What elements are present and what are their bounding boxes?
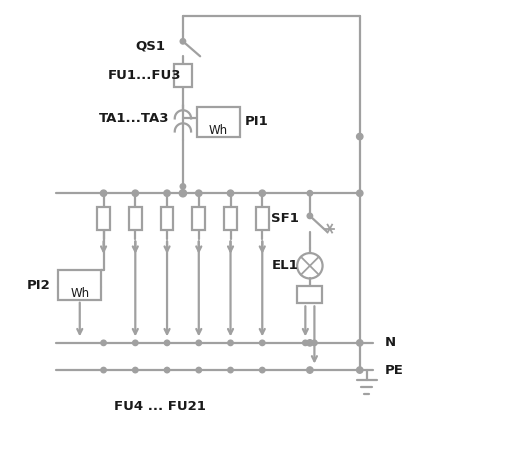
Circle shape (307, 367, 313, 373)
Circle shape (357, 190, 363, 196)
Bar (129, 207, 141, 230)
Circle shape (180, 39, 186, 44)
Text: PI2: PI2 (27, 279, 50, 291)
Circle shape (259, 190, 265, 196)
Bar (58, 270, 101, 300)
Circle shape (100, 190, 107, 196)
Circle shape (228, 340, 233, 346)
Text: FU1...FU3: FU1...FU3 (108, 69, 181, 82)
Circle shape (259, 340, 265, 346)
Circle shape (133, 340, 138, 346)
Circle shape (196, 367, 202, 373)
Circle shape (259, 367, 265, 373)
Text: Wh: Wh (209, 124, 228, 137)
Circle shape (307, 340, 313, 346)
Bar (192, 207, 205, 230)
Bar (161, 207, 173, 230)
Circle shape (227, 190, 233, 196)
Circle shape (228, 367, 233, 373)
Circle shape (132, 190, 138, 196)
Circle shape (196, 340, 202, 346)
Circle shape (303, 340, 308, 346)
Circle shape (101, 340, 106, 346)
Bar (197, 107, 240, 136)
Circle shape (311, 340, 317, 346)
Text: SF1: SF1 (271, 212, 299, 224)
Bar (97, 207, 110, 230)
Bar (256, 207, 269, 230)
Circle shape (196, 190, 202, 196)
Text: EL1: EL1 (271, 259, 298, 272)
Text: Wh: Wh (70, 287, 89, 300)
Circle shape (164, 367, 170, 373)
Bar (174, 64, 192, 87)
Circle shape (307, 190, 313, 196)
Text: PI1: PI1 (245, 115, 269, 128)
Circle shape (180, 184, 186, 189)
Bar (224, 207, 237, 230)
Text: N: N (385, 336, 396, 349)
Circle shape (357, 134, 363, 140)
Circle shape (101, 367, 106, 373)
Circle shape (179, 190, 187, 197)
Circle shape (357, 340, 363, 346)
Circle shape (357, 367, 363, 373)
Text: QS1: QS1 (135, 39, 165, 52)
Circle shape (307, 213, 313, 218)
Circle shape (164, 340, 170, 346)
Text: PE: PE (385, 364, 404, 376)
Bar (297, 286, 322, 303)
Circle shape (164, 190, 170, 196)
Text: TA1...TA3: TA1...TA3 (99, 112, 170, 125)
Circle shape (133, 367, 138, 373)
Text: FU4 ... FU21: FU4 ... FU21 (114, 400, 206, 413)
